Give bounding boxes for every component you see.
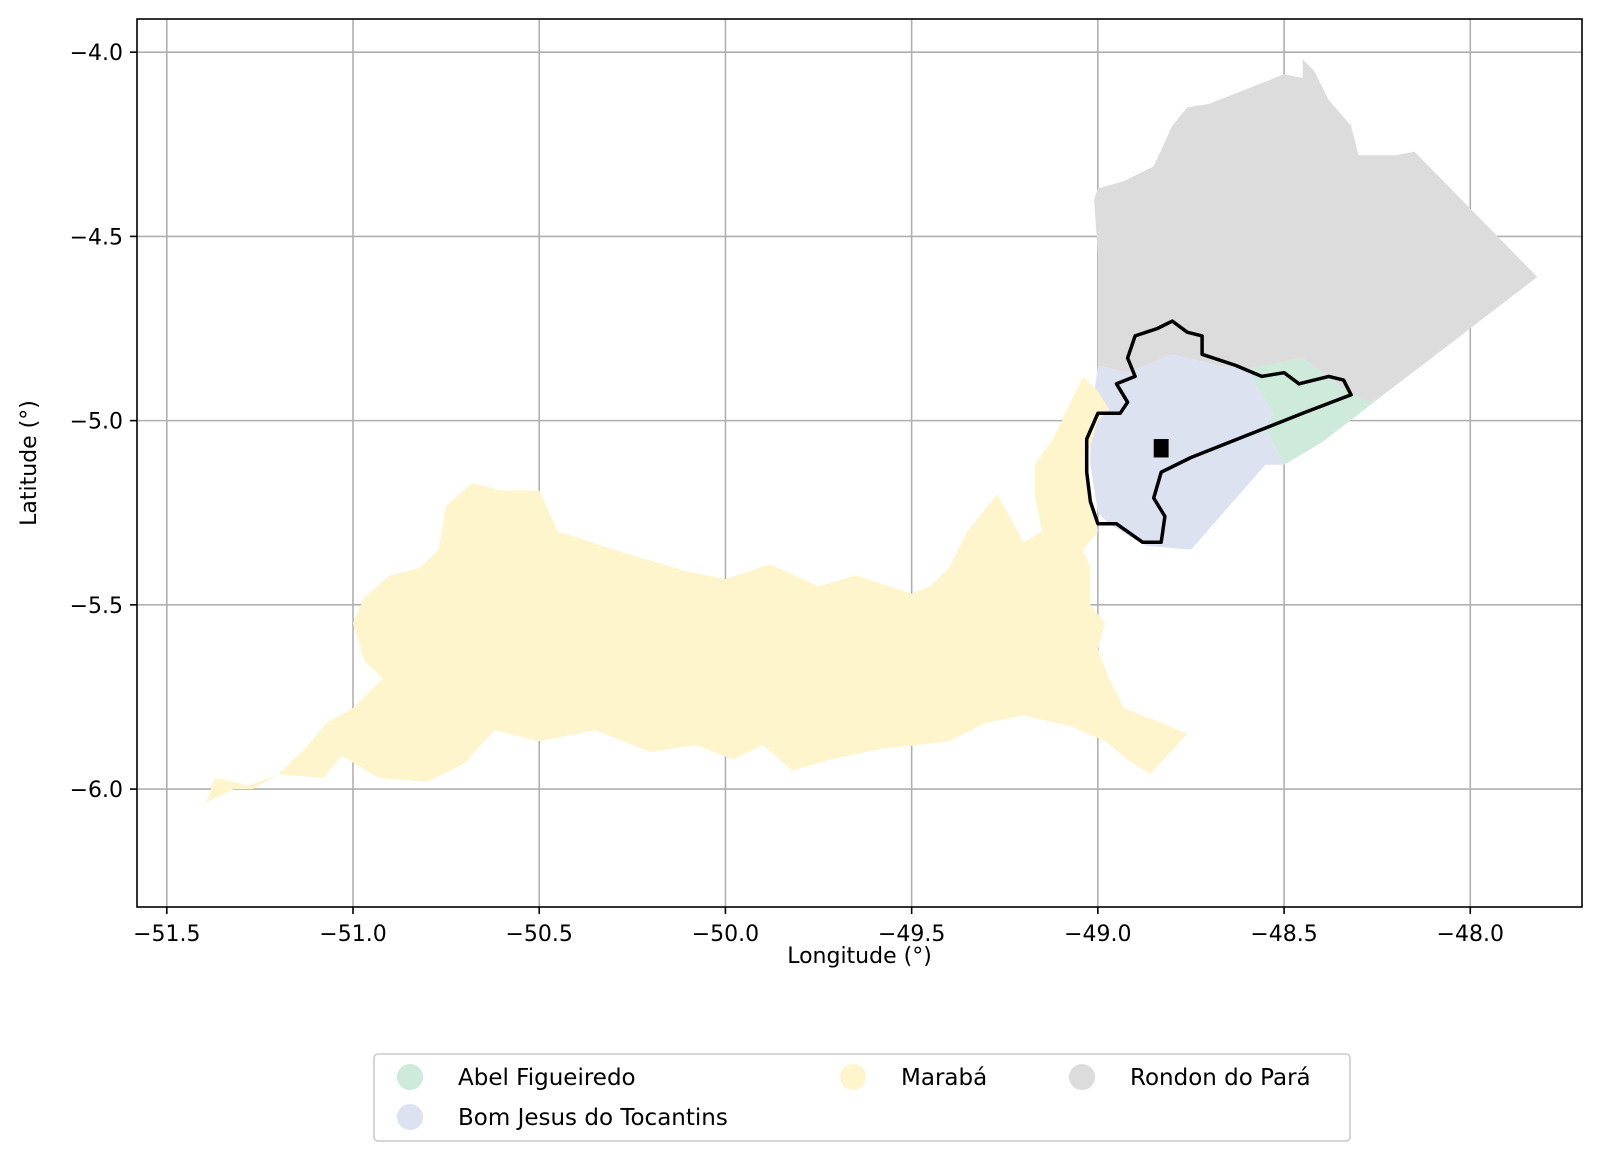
x-tick-label: −49.0: [1064, 922, 1131, 947]
legend-label: Marabá: [901, 1065, 987, 1091]
x-axis-label: Longitude (°): [787, 944, 932, 969]
region-rondon-do-par-: [1094, 59, 1538, 403]
boundary-enclave: [1153, 439, 1169, 458]
axis-ticks: −51.5 −51.0 −50.5 −50.0 −49.5 −49.0 −48.5 −48.0…: [70, 41, 1504, 947]
selected-boundary-outline: [1084, 319, 1353, 544]
legend: Abel Figueiredo Bom Jesus do Tocantins Mar…: [373, 1053, 1351, 1142]
x-tick-label: −49.5: [878, 922, 945, 947]
legend-marker: [397, 1104, 423, 1130]
region-polygons: [204, 59, 1538, 808]
y-tick-label: −4.5: [70, 225, 123, 250]
legend-marker: [1069, 1064, 1095, 1090]
legend-box: [373, 1053, 1351, 1142]
x-tick-label: −51.5: [133, 922, 200, 947]
plot-frame: [136, 18, 1583, 908]
region-abel-figueiredo: [1246, 358, 1389, 465]
x-tick-label: −50.0: [692, 922, 759, 947]
legend-label: Rondon do Pará: [1130, 1065, 1311, 1091]
grid-lines: [137, 19, 1582, 907]
legend-label: Abel Figueiredo: [458, 1065, 636, 1091]
x-tick-label: −48.0: [1437, 922, 1504, 947]
x-tick-label: −48.5: [1250, 922, 1317, 947]
y-axis-label: Latitude (°): [17, 400, 42, 526]
boundary-outline: [1084, 319, 1353, 544]
y-tick-label: −5.5: [70, 594, 123, 619]
y-tick-label: −5.0: [70, 410, 123, 435]
x-tick-label: −51.0: [319, 922, 386, 947]
region-marab-: [204, 376, 1188, 808]
y-tick-label: −6.0: [70, 778, 123, 803]
legend-marker: [397, 1064, 423, 1090]
region-bom-jesus-do-tocantins: [1090, 354, 1285, 550]
legend-label: Bom Jesus do Tocantins: [458, 1105, 728, 1131]
x-tick-label: −50.5: [506, 922, 573, 947]
legend-marker: [840, 1064, 866, 1090]
y-tick-label: −4.0: [70, 41, 123, 66]
